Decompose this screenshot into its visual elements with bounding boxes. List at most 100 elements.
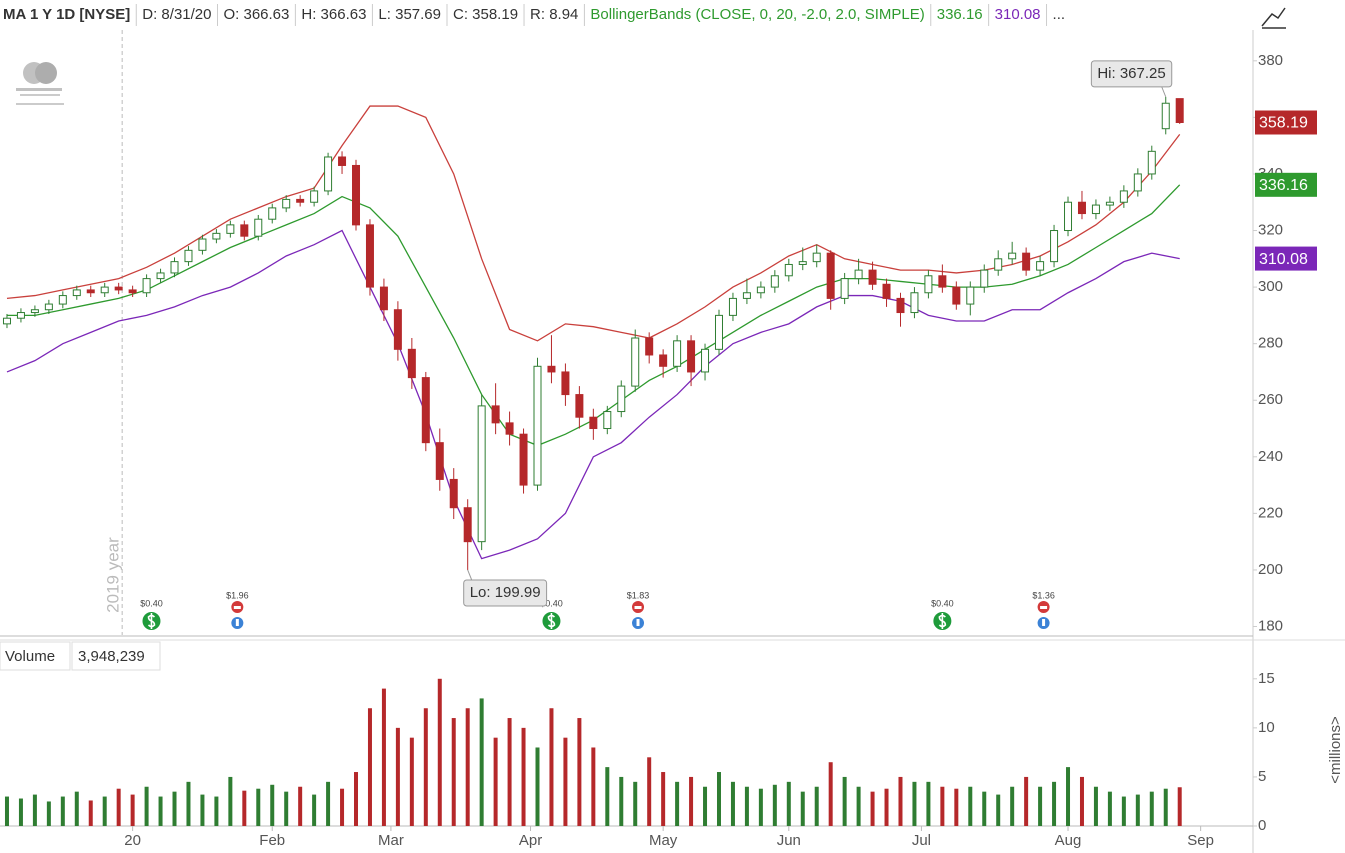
candle-body: [575, 394, 584, 418]
candle-body: [1077, 201, 1086, 215]
candle-body: [1175, 98, 1184, 124]
volume-bar: [409, 737, 414, 826]
volume-bar: [340, 788, 345, 826]
annotation: Lo: 199.99: [463, 569, 548, 607]
indicator-value: 336.16: [937, 6, 983, 23]
volume-bar: [633, 781, 638, 826]
dividend-label: $0.40: [540, 598, 563, 608]
volume-bar: [60, 796, 65, 826]
candle-body: [226, 224, 235, 234]
annotation-label: Hi: 367.25: [1097, 65, 1165, 82]
volume-bar: [926, 781, 931, 826]
x-tick-label: Sep: [1187, 832, 1214, 849]
volume-y-tick-label: 10: [1258, 719, 1275, 736]
y-tick-label: 320: [1258, 221, 1283, 238]
volume-bar: [284, 791, 289, 826]
volume-bar: [1066, 767, 1071, 826]
candle-body: [533, 365, 542, 486]
candle-body: [714, 314, 723, 350]
volume-bar: [1079, 776, 1084, 826]
price-tag-label: 336.16: [1259, 177, 1308, 194]
x-tick-label: May: [649, 832, 678, 849]
candle-body: [1091, 204, 1100, 215]
candle-body: [756, 286, 765, 294]
y-tick-label: 200: [1258, 561, 1283, 578]
volume-bar: [493, 737, 498, 826]
volume-bar: [996, 794, 1001, 826]
candle-body: [407, 348, 416, 379]
candle-body: [617, 385, 626, 413]
dividend-label: $0.40: [931, 598, 954, 608]
volume-bar: [200, 794, 205, 826]
volume-bar: [535, 747, 540, 826]
annotation-pointer: [1161, 86, 1167, 98]
x-tick-label: Feb: [259, 832, 285, 849]
candle-body: [170, 261, 179, 274]
volume-bar: [465, 708, 470, 826]
volume-bar: [1093, 786, 1098, 826]
y-tick-label: 300: [1258, 278, 1283, 295]
volume-bar: [591, 747, 596, 826]
chart-title: MA 1 Y 1D [NYSE]: [3, 6, 130, 23]
price-tag-box: [1255, 110, 1317, 135]
price-tag: 336.16: [1255, 172, 1317, 197]
volume-bar: [423, 708, 428, 826]
volume-bar: [954, 788, 959, 826]
x-tick-label: Mar: [378, 832, 404, 849]
candle-body: [742, 292, 751, 299]
volume-bar: [1038, 786, 1043, 826]
dividend-symbol: [547, 613, 556, 629]
x-tick-label: Jul: [912, 832, 931, 849]
candle-body: [868, 269, 877, 285]
price-tag-box: [1255, 172, 1317, 197]
candle-body: [589, 416, 598, 430]
candle-body: [268, 207, 277, 220]
year-label: 2019 year: [104, 537, 123, 613]
volume-y-tick-label: 0: [1258, 817, 1266, 834]
candle-body: [924, 275, 933, 294]
candle-body: [393, 309, 402, 350]
volume-bar: [312, 794, 317, 826]
candle-body: [491, 405, 500, 424]
volume-bar: [102, 796, 107, 826]
drawing-tool-button[interactable]: [1256, 2, 1290, 30]
volume-bar: [4, 796, 9, 826]
volume-bar: [32, 794, 37, 826]
candle-body: [1133, 173, 1142, 192]
volume-bar: [298, 786, 303, 826]
candle-body: [142, 278, 151, 294]
candle-body: [477, 405, 486, 543]
volume-y-tick-label: 5: [1258, 768, 1266, 785]
volume-bar: [116, 788, 121, 826]
candle-body: [1064, 201, 1073, 232]
annotation-pointer: [467, 569, 473, 581]
candle-body: [463, 507, 472, 543]
volume-bar: [1149, 791, 1154, 826]
y-tick-label: 220: [1258, 504, 1283, 521]
header-field: D: 8/31/20: [142, 6, 211, 23]
candle-body: [156, 272, 165, 280]
x-tick-label: Apr: [519, 832, 542, 849]
volume-bar: [1163, 788, 1168, 826]
volume-bar: [1052, 781, 1057, 826]
header-field: R: 8.94: [530, 6, 578, 23]
volume-bar: [354, 772, 359, 826]
annotation: Hi: 367.25: [1090, 60, 1173, 98]
candle-body: [770, 275, 779, 288]
candle-body: [896, 297, 905, 314]
candle-body: [379, 286, 388, 311]
volume-bar: [451, 718, 456, 826]
dividend-symbol: [938, 613, 947, 629]
volume-bar: [1107, 791, 1112, 826]
volume-title: Volume: [5, 648, 55, 665]
candle-body: [352, 164, 361, 226]
volume-bar: [367, 708, 372, 826]
x-tick-label: 20: [124, 832, 141, 849]
annotation-label: Lo: 199.99: [470, 584, 541, 601]
candle-body: [994, 258, 1003, 271]
candle-body: [826, 252, 835, 299]
candle-body: [1036, 261, 1045, 271]
bulb-symbol: [1042, 619, 1046, 626]
